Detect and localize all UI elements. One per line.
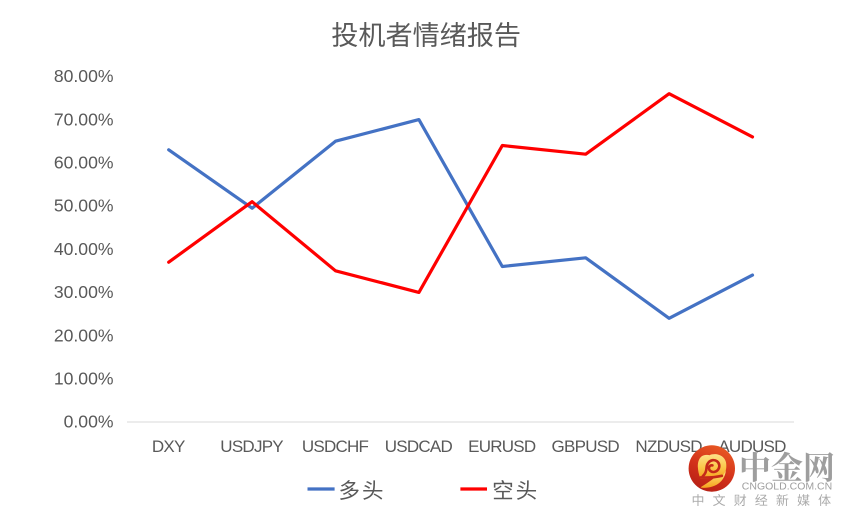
svg-text:60.00%: 60.00% <box>54 153 114 173</box>
svg-text:0.00%: 0.00% <box>64 412 114 432</box>
svg-text:GBPUSD: GBPUSD <box>552 437 620 456</box>
svg-text:AUDUSD: AUDUSD <box>718 437 786 456</box>
svg-text:NZDUSD: NZDUSD <box>635 437 702 456</box>
svg-text:50.00%: 50.00% <box>54 196 114 216</box>
svg-text:DXY: DXY <box>152 437 185 456</box>
svg-text:CNGOLD.COM.CN: CNGOLD.COM.CN <box>742 481 832 493</box>
svg-text:EURUSD: EURUSD <box>468 437 536 456</box>
svg-text:70.00%: 70.00% <box>54 109 114 129</box>
svg-text:10.00%: 10.00% <box>54 369 114 389</box>
svg-text:20.00%: 20.00% <box>54 325 114 345</box>
svg-text:40.00%: 40.00% <box>54 239 114 259</box>
svg-text:30.00%: 30.00% <box>54 282 114 302</box>
svg-text:80.00%: 80.00% <box>54 66 114 86</box>
svg-text:USDCHF: USDCHF <box>302 437 369 456</box>
svg-text:USDCAD: USDCAD <box>385 437 453 456</box>
svg-text:USDJPY: USDJPY <box>220 437 283 456</box>
